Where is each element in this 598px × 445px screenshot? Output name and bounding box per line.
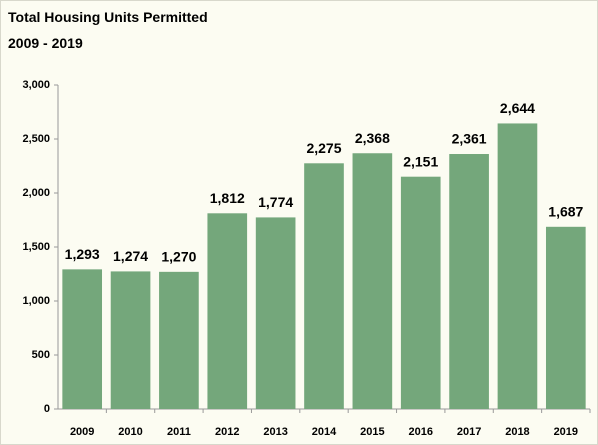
x-tick-label: 2015: [360, 426, 384, 438]
bar: [110, 271, 151, 409]
data-label: 1,293: [65, 246, 100, 262]
x-tick-label: 2012: [215, 426, 239, 438]
chart-subtitle: 2009 - 2019: [8, 35, 83, 51]
x-tick-label: 2013: [263, 426, 287, 438]
bar: [62, 269, 103, 409]
bar: [159, 271, 199, 409]
x-tick-label: 2014: [312, 426, 337, 438]
data-label: 2,361: [452, 131, 487, 147]
bar: [545, 226, 586, 409]
x-tick-label: 2018: [505, 426, 529, 438]
data-label: 2,644: [500, 100, 535, 116]
bar: [304, 163, 344, 409]
data-label: 1,274: [113, 248, 148, 264]
y-tick-label: 1,500: [22, 241, 50, 253]
y-tick-label: 2,000: [22, 187, 50, 199]
data-label: 2,368: [355, 130, 390, 146]
chart-title: Total Housing Units Permitted: [8, 9, 208, 25]
x-tick-label: 2016: [408, 426, 432, 438]
bar: [497, 123, 538, 409]
data-label: 2,275: [306, 140, 341, 156]
bar: [207, 213, 248, 409]
bar: [255, 217, 296, 409]
x-tick-label: 2010: [118, 426, 142, 438]
x-tick-label: 2019: [554, 426, 578, 438]
y-tick-label: 500: [32, 349, 50, 361]
data-label: 1,812: [210, 190, 245, 206]
bar: [449, 154, 489, 409]
data-label: 1,687: [548, 204, 583, 220]
bar: [352, 153, 393, 409]
bar: [400, 176, 441, 409]
x-tick-label: 2011: [167, 426, 191, 438]
y-tick-label: 0: [44, 403, 50, 415]
data-label: 2,151: [403, 153, 438, 169]
x-tick-label: 2017: [457, 426, 481, 438]
data-label: 1,774: [258, 194, 293, 210]
y-tick-label: 2,500: [22, 133, 50, 145]
x-tick-label: 2009: [70, 426, 94, 438]
y-tick-label: 3,000: [22, 79, 50, 91]
data-label: 1,270: [161, 249, 196, 265]
y-tick-label: 1,000: [22, 295, 50, 307]
